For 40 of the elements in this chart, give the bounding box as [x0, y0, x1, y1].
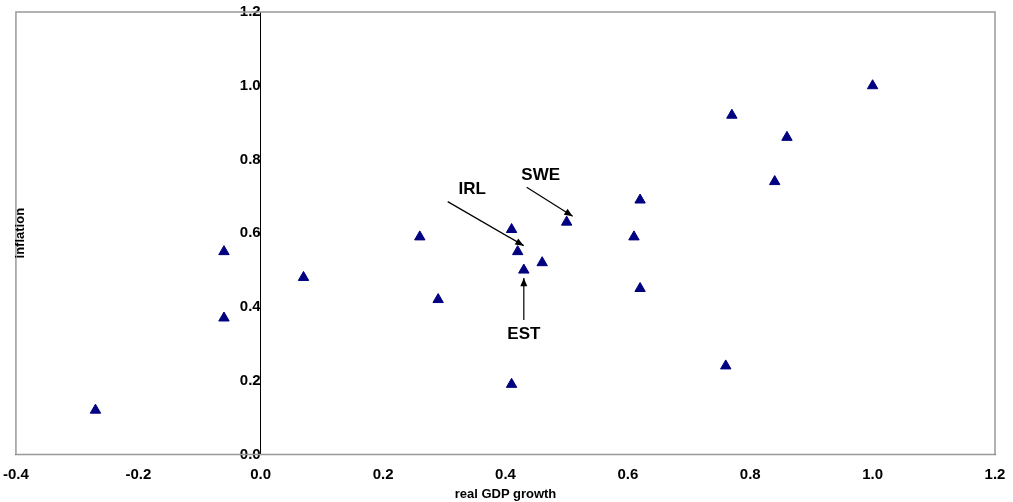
- point: [560, 215, 573, 226]
- point: [518, 263, 530, 274]
- y-tick-label: 0.8: [239, 149, 261, 167]
- x-tick-label: 0.8: [739, 464, 761, 482]
- point: [726, 108, 738, 119]
- y-axis-title: inflation: [11, 207, 27, 259]
- y-tick-label: 0.6: [239, 223, 261, 241]
- point: [866, 79, 879, 90]
- point: [218, 245, 230, 256]
- point: [781, 130, 793, 141]
- x-tick-label: 0.0: [250, 464, 272, 482]
- point: [505, 223, 518, 234]
- point: [769, 175, 781, 186]
- point: [505, 377, 518, 388]
- annotation: EST: [507, 323, 541, 343]
- x-tick-label: 0.6: [617, 464, 639, 482]
- point: [634, 282, 646, 292]
- x-tick-label: -0.4: [2, 464, 30, 482]
- x-tick-label: 0.2: [372, 464, 394, 482]
- x-tick-label: -0.2: [125, 464, 152, 482]
- point: [628, 230, 640, 241]
- x-tick-label: 1.2: [984, 464, 1006, 482]
- x-tick-label: 0.4: [495, 464, 517, 482]
- point: [89, 403, 102, 414]
- point: [432, 293, 444, 304]
- x-axis-title: real GDP growth: [454, 485, 557, 501]
- annotation: SWE: [521, 164, 561, 184]
- y-tick-label: 0.2: [239, 370, 261, 388]
- annotation: IRL: [458, 179, 486, 199]
- point: [536, 256, 548, 267]
- point: [297, 270, 310, 281]
- point: [720, 359, 732, 370]
- y-tick-label: 0.4: [239, 297, 262, 315]
- point: [218, 311, 230, 322]
- y-tick-label: 1.0: [239, 75, 261, 93]
- point: [634, 193, 646, 204]
- point: [414, 230, 426, 241]
- y-tick-label: 1.2: [239, 2, 261, 20]
- point: [512, 245, 524, 256]
- x-tick-label: 1.0: [862, 464, 884, 482]
